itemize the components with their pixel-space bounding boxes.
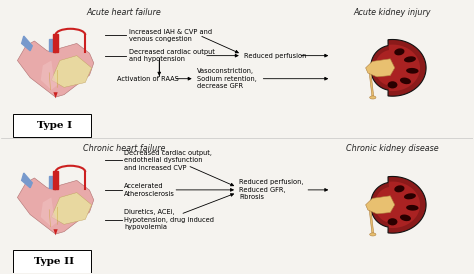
Text: Acute kidney injury: Acute kidney injury <box>354 8 431 17</box>
Polygon shape <box>49 176 55 188</box>
Ellipse shape <box>404 56 416 62</box>
Text: Vasoconstriction,
Sodium retention,
decrease GFR: Vasoconstriction, Sodium retention, decr… <box>197 68 257 89</box>
Polygon shape <box>54 229 58 235</box>
Ellipse shape <box>404 193 416 199</box>
FancyBboxPatch shape <box>13 114 91 137</box>
Polygon shape <box>41 198 58 227</box>
Polygon shape <box>22 36 32 51</box>
Text: Type I: Type I <box>36 121 72 130</box>
Ellipse shape <box>394 48 404 55</box>
Polygon shape <box>365 196 395 214</box>
Polygon shape <box>369 210 374 233</box>
Polygon shape <box>18 178 94 234</box>
Polygon shape <box>369 73 374 96</box>
Text: Accelerated
Atherosclerosis: Accelerated Atherosclerosis <box>124 183 175 197</box>
Ellipse shape <box>406 205 419 211</box>
Text: Diuretics, ACEi,
Hypotension, drug induced
hypovolemia: Diuretics, ACEi, Hypotension, drug induc… <box>124 209 214 230</box>
Text: Type II: Type II <box>34 257 74 266</box>
Text: Reduced perfusion: Reduced perfusion <box>244 53 307 59</box>
Ellipse shape <box>370 96 376 99</box>
Polygon shape <box>51 193 91 224</box>
Text: Decreased cardiac output
and hypotension: Decreased cardiac output and hypotension <box>128 49 215 62</box>
Polygon shape <box>54 34 58 52</box>
Ellipse shape <box>400 215 411 221</box>
Text: Reduced perfusion,
Reduced GFR,
Fibrosis: Reduced perfusion, Reduced GFR, Fibrosis <box>239 179 304 200</box>
Text: Acute heart failure: Acute heart failure <box>87 8 161 17</box>
Polygon shape <box>54 92 58 98</box>
Text: Increased IAH & CVP and
venous congestion: Increased IAH & CVP and venous congestio… <box>128 28 212 42</box>
Ellipse shape <box>388 81 397 89</box>
Polygon shape <box>49 39 55 51</box>
Ellipse shape <box>400 78 411 84</box>
Polygon shape <box>365 59 395 77</box>
Ellipse shape <box>406 68 419 74</box>
Ellipse shape <box>394 185 404 192</box>
Polygon shape <box>375 45 420 91</box>
Ellipse shape <box>370 233 376 236</box>
Polygon shape <box>51 56 91 87</box>
Text: Decreased cardiac output,
endothelial dysfunction
and increased CVP: Decreased cardiac output, endothelial dy… <box>124 150 212 170</box>
Polygon shape <box>375 182 420 228</box>
Ellipse shape <box>388 218 397 226</box>
Text: Activation of RAAS: Activation of RAAS <box>117 76 179 82</box>
Text: Chronic heart failure: Chronic heart failure <box>83 144 165 153</box>
Polygon shape <box>41 61 58 90</box>
FancyBboxPatch shape <box>13 250 91 273</box>
Text: Chronic kidney disease: Chronic kidney disease <box>346 144 439 153</box>
Polygon shape <box>371 176 426 233</box>
Polygon shape <box>18 41 94 97</box>
Polygon shape <box>371 39 426 96</box>
Polygon shape <box>54 171 58 189</box>
Polygon shape <box>22 173 32 188</box>
